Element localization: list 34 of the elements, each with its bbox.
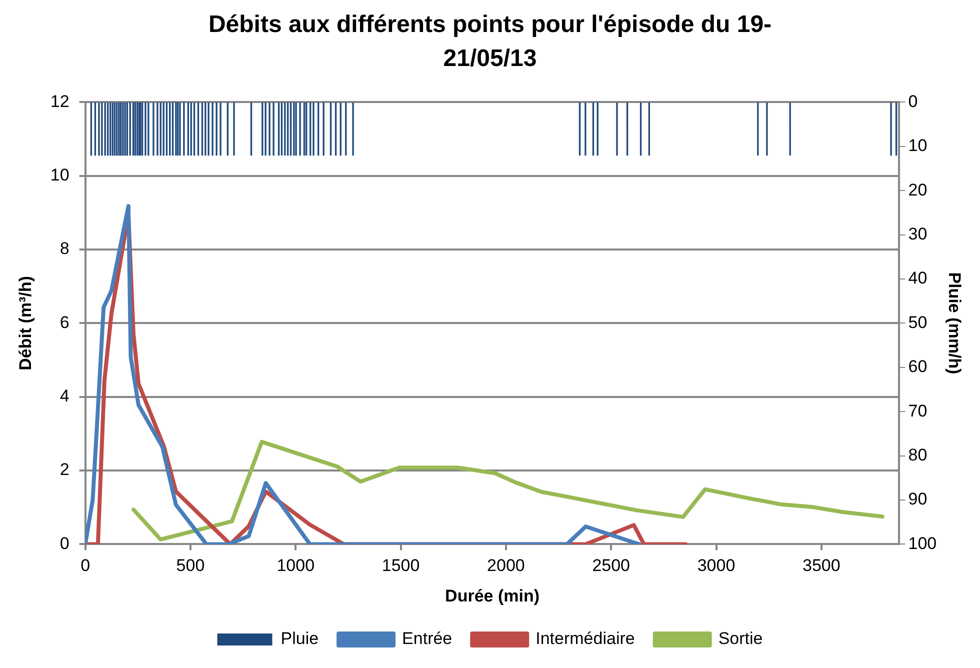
x-axis-title: Durée (min) [445,586,540,606]
x-tick-label: 2500 [592,556,630,576]
y2-tick-label: 70 [908,401,928,420]
legend-label: Intermédiaire [536,629,635,648]
y-tick-label: 8 [60,239,70,258]
x-tick-label: 2000 [487,556,525,576]
x-tick-label: 3500 [802,556,840,576]
y2-tick-label: 40 [908,268,928,288]
y-tick-label: 12 [50,92,70,111]
y2-tick-label: 80 [908,445,928,464]
y-tick-label: 10 [50,166,70,185]
x-tick-label: 0 [80,556,90,576]
y-tick-label: 6 [60,312,70,332]
legend-label: Entrée [402,629,452,648]
y-tick-label: 4 [60,386,70,406]
legend-label: Sortie [718,629,763,648]
y2-tick-label: 30 [908,224,928,244]
y-tick-label: 0 [60,534,70,553]
x-tick-label: 1500 [382,556,420,576]
y2-tick-label: 20 [908,180,928,200]
x-tick-label: 1000 [276,556,315,576]
x-tick-label: 500 [176,556,205,576]
y2-tick-label: 90 [908,490,928,509]
legend-label: Pluie [280,629,319,648]
y2-tick-label: 100 [908,534,937,553]
y2-tick-label: 50 [908,312,928,332]
x-tick-label: 3000 [697,556,736,576]
y2-axis-title: Pluie (mm/h) [945,272,964,374]
y2-tick-label: 10 [908,136,928,156]
y-tick-label: 2 [60,460,70,480]
y-axis-title: Débit (m³/h) [16,276,35,370]
y2-tick-label: 60 [908,357,928,376]
y2-tick-label: 0 [908,92,918,111]
chart-title: Débits aux différents points pour l'épisode du 19-21/05/13 [207,10,773,74]
